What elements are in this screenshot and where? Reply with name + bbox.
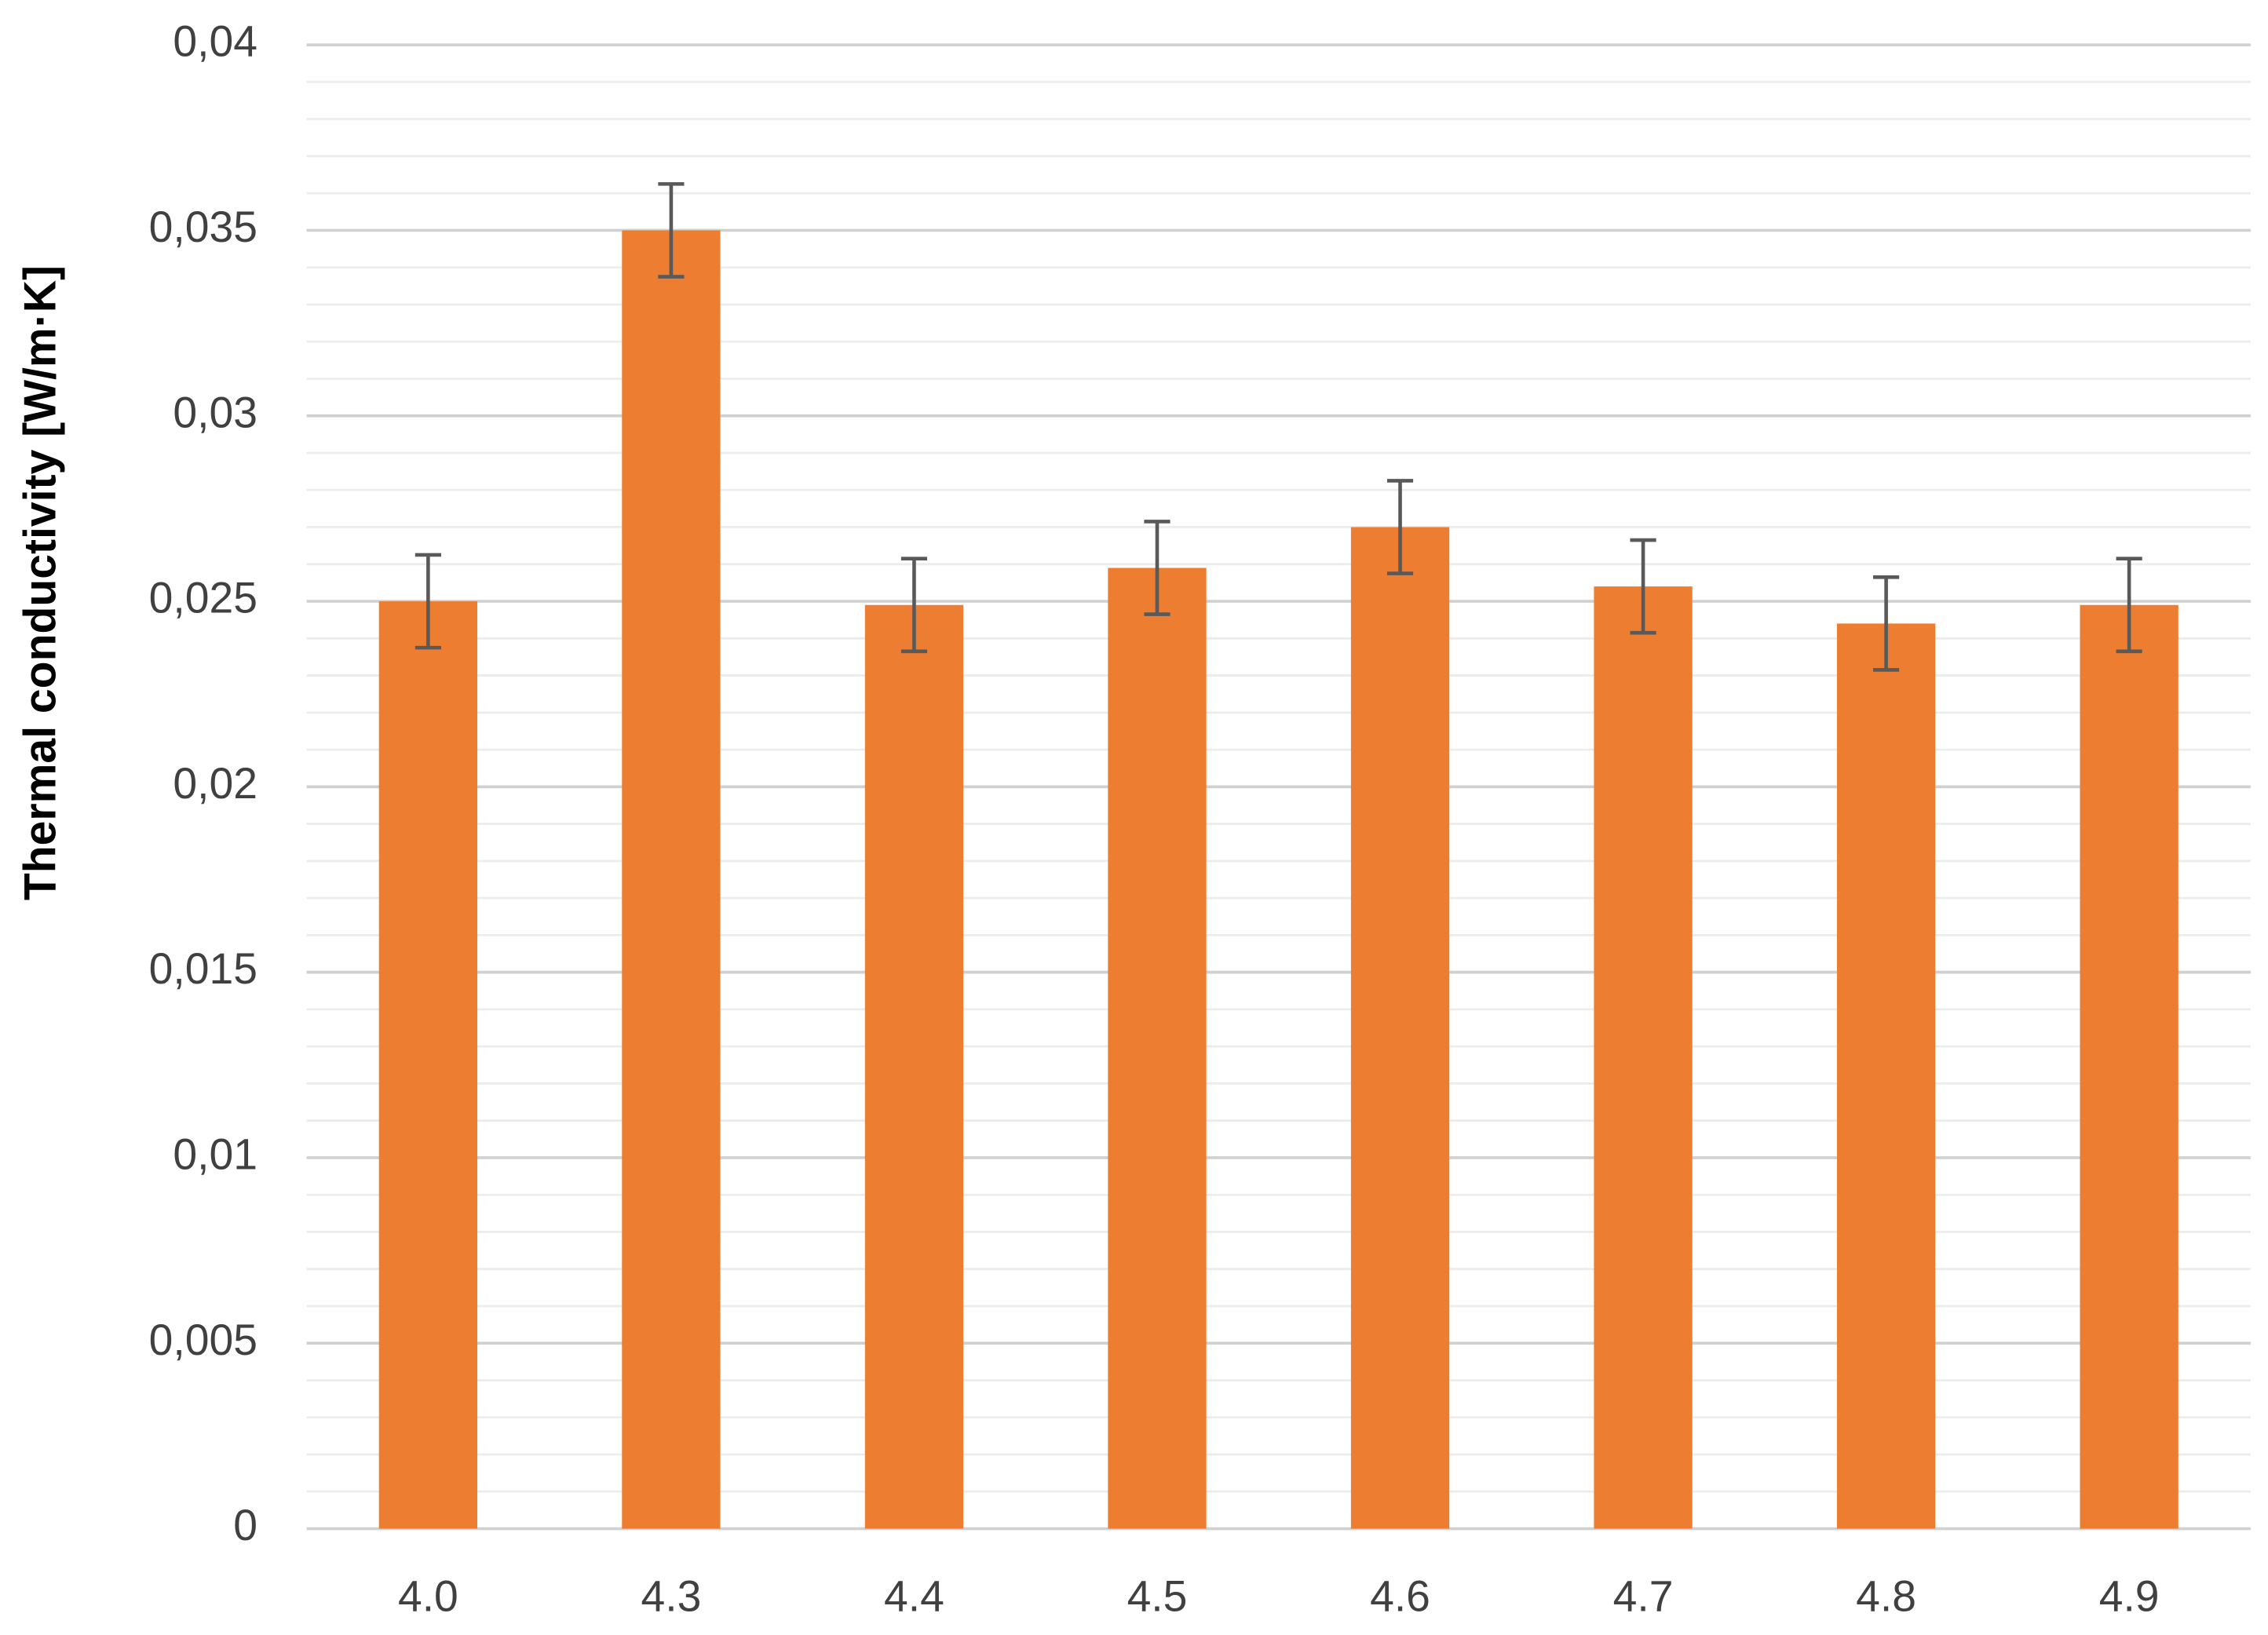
y-tick-label: 0,03 bbox=[173, 388, 257, 436]
y-tick-label: 0,035 bbox=[149, 203, 257, 251]
x-tick-label: 4.5 bbox=[1127, 1571, 1188, 1620]
error-bar bbox=[1386, 479, 1414, 575]
bar bbox=[1108, 568, 1207, 1529]
y-tick-label: 0,005 bbox=[149, 1316, 257, 1364]
error-bar bbox=[1630, 538, 1656, 635]
error-bar bbox=[2116, 557, 2142, 654]
x-tick-label: 4.6 bbox=[1370, 1571, 1430, 1620]
y-tick-label: 0,01 bbox=[173, 1130, 257, 1179]
y-axis-title: Thermal conductivity [W/m·K] bbox=[15, 265, 65, 900]
y-tick-label: 0,02 bbox=[173, 759, 257, 808]
error-bar bbox=[658, 182, 685, 279]
error-bar bbox=[900, 557, 928, 654]
bar bbox=[1350, 527, 1450, 1529]
bar bbox=[864, 604, 964, 1529]
bar bbox=[1836, 623, 1936, 1529]
y-tick-label: 0,015 bbox=[149, 944, 257, 993]
x-tick-label: 4.9 bbox=[2099, 1571, 2160, 1620]
error-bar bbox=[415, 553, 441, 650]
x-tick-label: 4.7 bbox=[1613, 1571, 1674, 1620]
bar bbox=[622, 230, 721, 1529]
x-tick-label: 4.3 bbox=[641, 1571, 701, 1620]
bar bbox=[2080, 604, 2179, 1529]
x-tick-label: 4.4 bbox=[884, 1571, 944, 1620]
y-tick-label: 0,04 bbox=[173, 17, 257, 66]
y-tick-label: 0,025 bbox=[149, 574, 257, 622]
y-tick-label: 0 bbox=[233, 1501, 257, 1549]
error-bar bbox=[1873, 575, 1900, 672]
x-tick-label: 4.8 bbox=[1856, 1571, 1916, 1620]
bar bbox=[1594, 586, 1693, 1529]
x-tick-label: 4.0 bbox=[398, 1571, 458, 1620]
bar bbox=[378, 601, 478, 1529]
error-bar bbox=[1144, 520, 1171, 616]
